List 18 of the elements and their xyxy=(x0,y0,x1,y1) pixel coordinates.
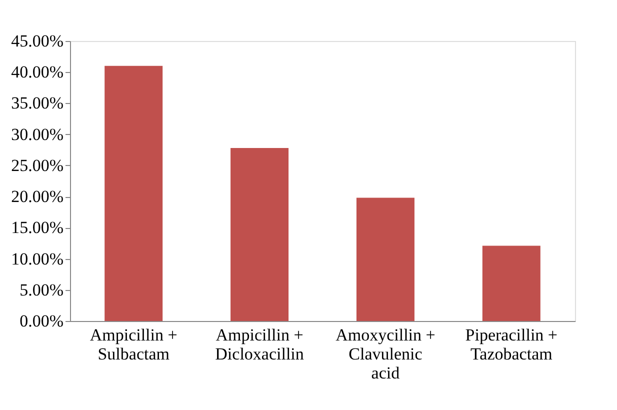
bar xyxy=(356,198,414,321)
y-tick-label: 0.00% xyxy=(20,312,64,330)
y-tick-label: 45.00% xyxy=(11,32,64,50)
x-tick-label: Ampicillin + Sulbactam xyxy=(90,326,178,364)
bar xyxy=(482,246,540,321)
x-tick-label: Piperacillin + Tazobactam xyxy=(465,326,558,364)
y-tick-label: 5.00% xyxy=(20,280,64,300)
y-tick-label: 30.00% xyxy=(11,124,64,144)
y-tick-label: 15.00% xyxy=(11,218,64,238)
y-tick-label: 40.00% xyxy=(11,62,64,82)
x-tick-label: Ampicillin + Dicloxacillin xyxy=(215,326,304,364)
y-tick-label: 20.00% xyxy=(11,187,64,206)
y-tick-label: 35.00% xyxy=(11,94,64,113)
bar xyxy=(230,148,289,321)
bar xyxy=(104,66,163,321)
y-tick-label: 25.00% xyxy=(11,156,64,175)
x-tick-label: Amoxycillin + Clavulenic acid xyxy=(336,326,436,382)
y-tick-label: 10.00% xyxy=(11,249,64,268)
